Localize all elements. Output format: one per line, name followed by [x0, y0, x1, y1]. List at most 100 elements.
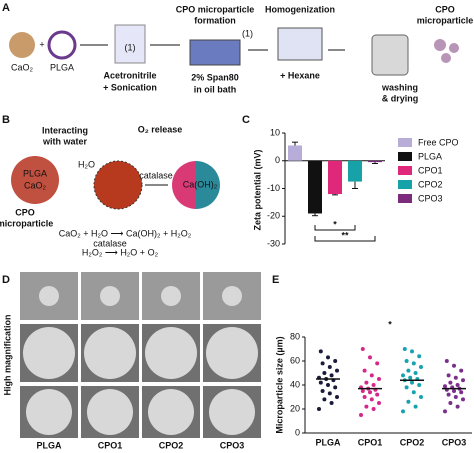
data-point — [322, 397, 327, 402]
label: H₂O — [78, 159, 95, 169]
data-point — [333, 385, 338, 390]
data-point — [404, 359, 409, 363]
equation: CaO₂ + H₂O ⟶ Ca(OH)₂ + H₂O₂ — [59, 228, 192, 238]
particle-image — [39, 286, 59, 306]
significance: ** — [341, 230, 349, 240]
data-point — [371, 383, 376, 387]
data-point — [326, 383, 330, 387]
label: in oil bath — [194, 84, 237, 94]
homogenizer — [277, 27, 323, 61]
bracket — [314, 236, 376, 242]
half — [196, 161, 220, 209]
label: Interacting — [42, 125, 88, 135]
label: 2% Span80 — [191, 72, 239, 82]
particle-image — [84, 327, 136, 379]
significance: * — [388, 319, 392, 329]
label: PLGA — [23, 168, 47, 178]
significance: * — [333, 219, 337, 229]
particle-image — [23, 327, 75, 379]
label: washing — [381, 82, 418, 92]
label: + Hexane — [280, 70, 320, 80]
data-point — [364, 380, 369, 385]
data-point — [419, 365, 423, 369]
label: (1) — [125, 42, 136, 52]
data-point — [417, 383, 422, 387]
particle-image — [145, 327, 197, 379]
data-point — [459, 390, 464, 395]
y-tick-label: -10 — [267, 183, 280, 193]
column-label: CPO2 — [159, 440, 184, 450]
centrifuge — [371, 34, 409, 76]
particle-image — [206, 327, 258, 379]
data-point — [406, 399, 411, 404]
x-tick-label: CPO1 — [358, 437, 383, 447]
legend-swatch — [398, 194, 412, 203]
data-point — [335, 368, 339, 373]
bar — [328, 160, 342, 195]
data-point — [461, 397, 465, 402]
data-point — [377, 377, 381, 381]
label: Homogenization — [265, 4, 335, 14]
data-point — [411, 390, 416, 395]
data-point — [369, 397, 374, 402]
column-label: CPO1 — [98, 440, 123, 450]
label: CaO₂ — [24, 180, 47, 190]
data-point — [406, 368, 411, 373]
data-point — [446, 373, 451, 378]
particle-image — [148, 389, 194, 435]
data-point — [410, 380, 414, 385]
data-point — [371, 407, 376, 411]
column-label: CPO3 — [220, 440, 245, 450]
bar — [348, 160, 362, 182]
legend-swatch — [398, 138, 412, 147]
data-point — [444, 359, 449, 363]
y-tick-label: -30 — [267, 238, 280, 248]
data-point — [452, 363, 456, 368]
particle-image — [26, 389, 72, 435]
label: + Sonication — [103, 82, 157, 92]
data-point — [419, 395, 423, 399]
data-point — [327, 391, 332, 396]
image-grid: PLGA CPO1 CPO2 CPO3 — [20, 272, 261, 450]
data-point — [410, 349, 414, 354]
data-point — [417, 354, 422, 359]
bar — [368, 160, 382, 163]
label: Ca(OH)₂ — [183, 179, 218, 189]
panel-letter: C — [242, 114, 250, 126]
data-point — [362, 368, 367, 373]
particle-image — [161, 286, 181, 306]
data-point — [359, 413, 363, 417]
y-label: Microparticle size (µm) — [274, 336, 284, 433]
legend-label: CPO2 — [418, 179, 443, 189]
particle-image — [100, 286, 120, 306]
label: CPO microparticle — [176, 4, 255, 14]
label: catalase — [139, 170, 173, 180]
data-point — [360, 389, 365, 393]
data-point — [368, 355, 372, 360]
data-point — [327, 365, 332, 369]
oil-bath — [189, 39, 241, 66]
data-point — [335, 395, 339, 399]
data-point — [329, 373, 334, 378]
bar — [308, 160, 322, 214]
legend-label: Free CPO — [418, 137, 459, 147]
label: CPO — [15, 207, 35, 217]
y-tick-label: -20 — [267, 211, 280, 221]
data-point — [333, 359, 338, 363]
particle — [434, 39, 446, 51]
label: catalase — [93, 238, 127, 248]
data-point — [452, 389, 456, 393]
bar — [288, 145, 302, 161]
data-point — [329, 401, 334, 405]
data-point — [375, 361, 380, 366]
data-point — [368, 390, 372, 395]
data-point — [453, 375, 458, 380]
x-tick-label: CPO3 — [442, 437, 467, 447]
y-label: Zeta potential (mV) — [252, 149, 262, 230]
y-tick-label: 0 — [275, 155, 280, 165]
data-point — [404, 385, 409, 390]
half — [172, 161, 196, 209]
data-point — [401, 373, 405, 378]
particle-hydrating — [93, 160, 143, 210]
